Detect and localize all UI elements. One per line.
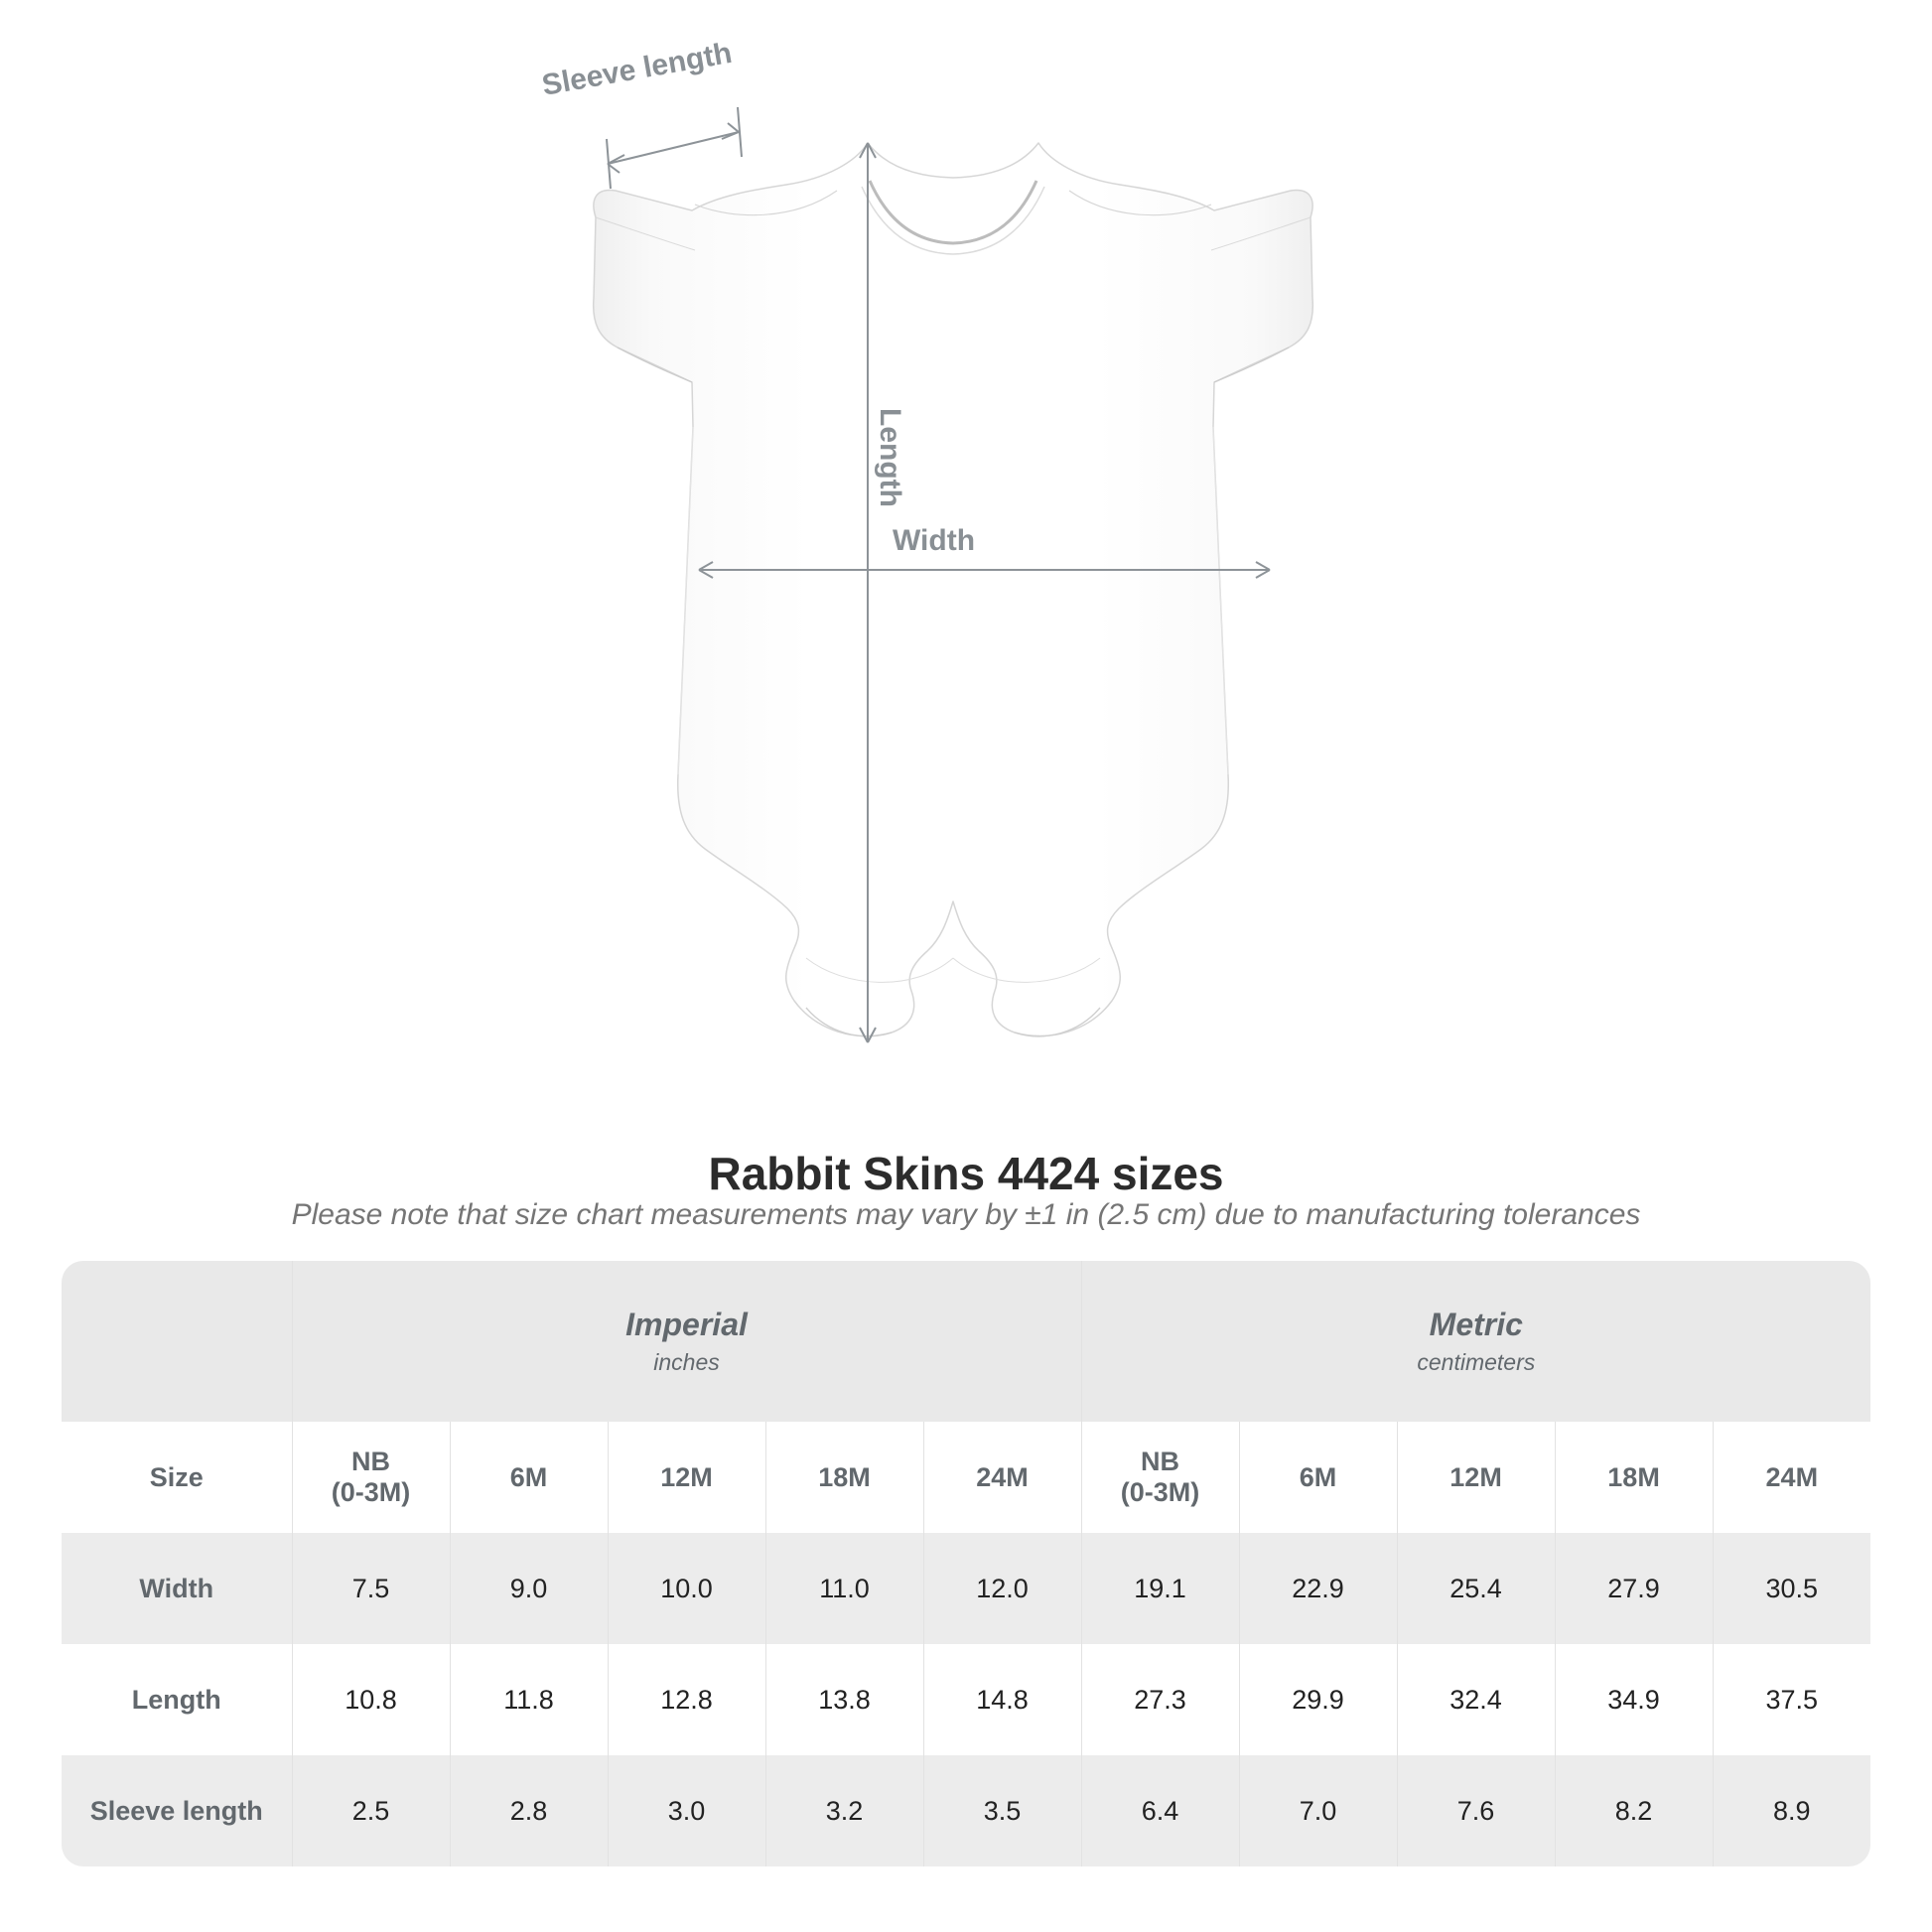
svg-text:Length: Length [874,408,906,507]
svg-text:Width: Width [893,524,975,557]
svg-text:Sleeve length: Sleeve length [539,37,734,102]
